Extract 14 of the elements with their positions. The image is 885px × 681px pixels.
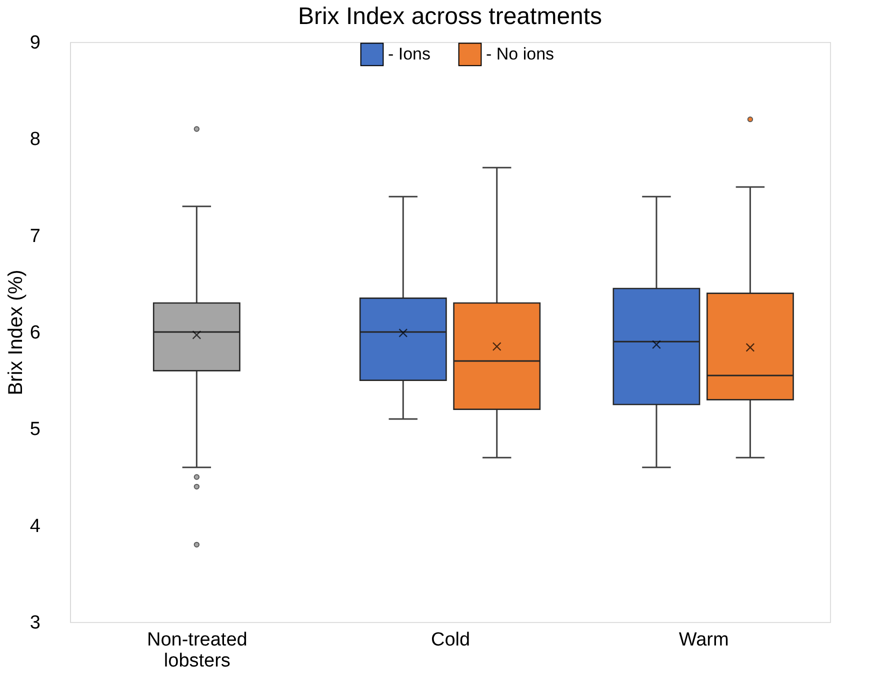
y-tick-label: 7 [30, 226, 40, 247]
y-tick-label: 6 [30, 322, 40, 344]
y-axis-title: Brix Index (%) [4, 270, 27, 396]
chart-title: Brix Index across treatments [298, 3, 602, 30]
y-tick-label: 3 [30, 612, 40, 634]
x-tick-label: Warm [678, 630, 729, 650]
y-tick-label: 9 [30, 32, 40, 54]
y-tick-label: 8 [30, 129, 40, 150]
legend-label: - No ions [486, 44, 554, 64]
y-tick-label: 5 [30, 419, 40, 440]
x-tick-label: Cold [430, 630, 470, 650]
legend-label: - Ions [388, 44, 431, 64]
x-tick-label: Non-treated lobsters [146, 630, 248, 672]
y-tick-label: 4 [30, 516, 41, 537]
